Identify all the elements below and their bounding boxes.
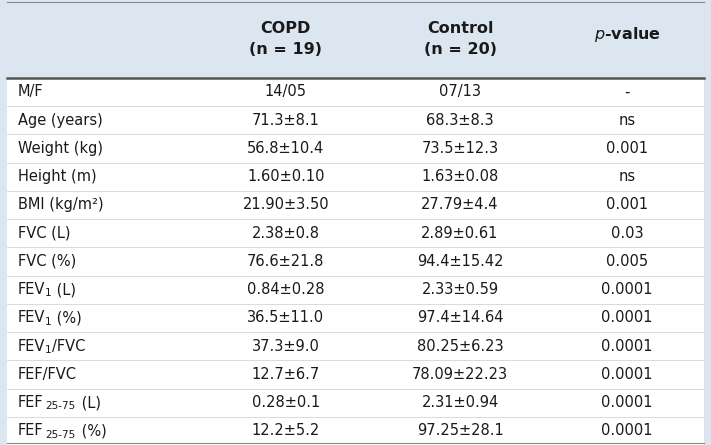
Text: ns: ns <box>619 113 636 128</box>
Text: 71.3±8.1: 71.3±8.1 <box>252 113 320 128</box>
Text: 0.0001: 0.0001 <box>602 423 653 438</box>
Text: 36.5±11.0: 36.5±11.0 <box>247 311 324 325</box>
Text: 0.28±0.1: 0.28±0.1 <box>252 395 320 410</box>
Text: 2.33±0.59: 2.33±0.59 <box>422 282 498 297</box>
Text: FEF: FEF <box>18 423 43 438</box>
Text: 1: 1 <box>46 316 52 327</box>
Text: 0.0001: 0.0001 <box>602 367 653 382</box>
Text: 73.5±12.3: 73.5±12.3 <box>422 141 498 156</box>
Text: FEV: FEV <box>18 282 46 297</box>
Text: FEF: FEF <box>18 395 43 410</box>
Text: 78.09±22.23: 78.09±22.23 <box>412 367 508 382</box>
Text: 14/05: 14/05 <box>264 85 307 100</box>
Text: 27.79±4.4: 27.79±4.4 <box>421 198 499 212</box>
Text: FEV: FEV <box>18 339 46 354</box>
Text: 0.0001: 0.0001 <box>602 339 653 354</box>
Text: 12.2±5.2: 12.2±5.2 <box>252 423 320 438</box>
Text: 0.84±0.28: 0.84±0.28 <box>247 282 325 297</box>
Text: 0.0001: 0.0001 <box>602 282 653 297</box>
Text: 80.25±6.23: 80.25±6.23 <box>417 339 503 354</box>
Text: 68.3±8.3: 68.3±8.3 <box>426 113 494 128</box>
Text: ns: ns <box>619 169 636 184</box>
Text: FVC (L): FVC (L) <box>18 226 70 241</box>
Text: 97.25±28.1: 97.25±28.1 <box>417 423 503 438</box>
Text: 0.001: 0.001 <box>606 141 648 156</box>
Text: 0.001: 0.001 <box>606 198 648 212</box>
Text: $\it{p}$-value: $\it{p}$-value <box>594 25 661 44</box>
Text: 25-75: 25-75 <box>46 401 75 411</box>
Text: 76.6±21.8: 76.6±21.8 <box>247 254 324 269</box>
Text: 1.63±0.08: 1.63±0.08 <box>422 169 498 184</box>
Text: 0.005: 0.005 <box>606 254 648 269</box>
Text: 07/13: 07/13 <box>439 85 481 100</box>
Text: FEV: FEV <box>18 311 46 325</box>
Text: 37.3±9.0: 37.3±9.0 <box>252 339 320 354</box>
Text: (%): (%) <box>52 311 81 325</box>
Text: 1.60±0.10: 1.60±0.10 <box>247 169 325 184</box>
Text: 2.38±0.8: 2.38±0.8 <box>252 226 320 241</box>
Text: 1: 1 <box>46 345 52 355</box>
Text: 25-75: 25-75 <box>46 429 75 440</box>
Text: 56.8±10.4: 56.8±10.4 <box>247 141 324 156</box>
Text: (L): (L) <box>52 282 75 297</box>
Text: 0.03: 0.03 <box>611 226 643 241</box>
Text: 0.0001: 0.0001 <box>602 395 653 410</box>
Text: /FVC: /FVC <box>52 339 85 354</box>
Bar <box>7 0 704 78</box>
Text: FVC (%): FVC (%) <box>18 254 76 269</box>
Text: (L): (L) <box>77 395 101 410</box>
Text: 0.0001: 0.0001 <box>602 311 653 325</box>
Text: 94.4±15.42: 94.4±15.42 <box>417 254 503 269</box>
Text: 1: 1 <box>46 288 52 298</box>
Text: 12.7±6.7: 12.7±6.7 <box>252 367 320 382</box>
Text: M/F: M/F <box>18 85 43 100</box>
Text: 97.4±14.64: 97.4±14.64 <box>417 311 503 325</box>
Text: Control
(n = 20): Control (n = 20) <box>424 21 496 57</box>
Text: FEF/FVC: FEF/FVC <box>18 367 77 382</box>
Text: Age (years): Age (years) <box>18 113 102 128</box>
Bar <box>7 78 704 445</box>
Text: (%): (%) <box>77 423 107 438</box>
Text: 2.31±0.94: 2.31±0.94 <box>422 395 498 410</box>
Text: 21.90±3.50: 21.90±3.50 <box>242 198 329 212</box>
Text: Height (m): Height (m) <box>18 169 97 184</box>
Text: Weight (kg): Weight (kg) <box>18 141 103 156</box>
Text: BMI (kg/m²): BMI (kg/m²) <box>18 198 103 212</box>
Text: -: - <box>624 85 630 100</box>
Text: COPD
(n = 19): COPD (n = 19) <box>250 21 322 57</box>
Text: 2.89±0.61: 2.89±0.61 <box>422 226 498 241</box>
